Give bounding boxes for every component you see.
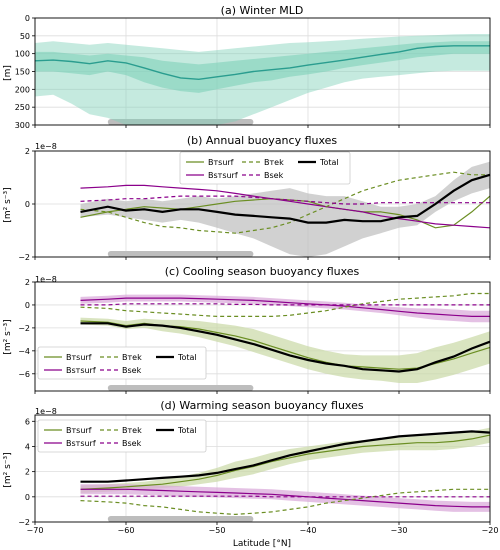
legend-label: Bᴛsurf — [66, 426, 92, 435]
axes-frame — [34, 150, 491, 258]
x-tick-label: −60 — [118, 526, 135, 535]
legend-label: Bᴛsurf — [208, 158, 234, 167]
panel-c-cooling-fluxes: −6 −4 −2 0 2 — [18, 278, 491, 394]
legend-label: Bᴛsurf — [66, 353, 92, 362]
legend-label: Bᴛek — [122, 426, 142, 435]
panel-b-ylabel: [m² s⁻³] — [3, 187, 13, 222]
y-tick-label: 200 — [15, 85, 30, 94]
mld-band — [35, 41, 490, 93]
y-tick-label: −2 — [18, 253, 30, 262]
series-line — [80, 195, 490, 205]
purple-band — [80, 294, 490, 323]
panel-b-annual-fluxes: −2 0 2 — [18, 147, 491, 262]
y-tick-label: −2 — [18, 518, 30, 527]
y-tick-label: 0 — [25, 14, 30, 23]
x-axis-ticks: −70 −60 −50 −40 −30 −20 — [27, 526, 499, 535]
season-bar — [107, 119, 254, 125]
panel-d-warming-fluxes: −2 0 2 4 6 — [18, 414, 491, 527]
season-bar — [107, 385, 254, 391]
legend-label: Bsek — [122, 439, 142, 448]
panel-c-title: (c) Cooling season buoyancy fluxes — [165, 265, 360, 278]
series-line — [80, 430, 491, 483]
total-band — [80, 161, 490, 257]
series-line — [80, 488, 490, 516]
y-tick-label: 2 — [25, 278, 30, 287]
panel-c-scale-label: 1e−8 — [35, 275, 57, 284]
x-tick-label: −30 — [391, 526, 408, 535]
x-tick-label: −20 — [482, 526, 499, 535]
series-line — [80, 434, 491, 490]
y-tick-label: −2 — [18, 324, 30, 333]
legend-label: Bᴛek — [122, 353, 142, 362]
panel-a-title: (a) Winter MLD — [221, 4, 304, 17]
series-line — [80, 171, 490, 234]
axes-frame — [34, 17, 491, 126]
y-tick-label: 6 — [25, 417, 30, 426]
legend-label: Bsᴛsurf — [208, 171, 238, 180]
panel-c-ylabel: [m² s⁻³] — [3, 319, 13, 354]
y-tick-label: 250 — [15, 103, 30, 112]
y-tick-label: −6 — [18, 370, 30, 379]
legend-panel-d: Bᴛsurf Bsᴛsurf Bᴛek Bsek Total — [37, 419, 207, 453]
panel-d-title: (d) Warming season buoyancy fluxes — [160, 399, 363, 412]
legend-panel-c: Bᴛsurf Bsᴛsurf Bᴛek Bsek Total — [37, 346, 207, 380]
panel-d-ylabel: [m² s⁻³] — [3, 452, 13, 487]
legend-label: Bsek — [122, 366, 142, 375]
legend-label: Total — [177, 353, 197, 362]
series-line — [80, 184, 491, 229]
purple-band — [80, 484, 490, 512]
x-tick-label: −40 — [300, 526, 317, 535]
legend-label: Bsᴛsurf — [66, 366, 96, 375]
y-tick-label: 2 — [25, 468, 30, 477]
season-bar — [107, 516, 254, 522]
x-tick-label: −50 — [209, 526, 226, 535]
season-bar — [107, 251, 254, 257]
axes-frame — [34, 414, 491, 523]
series-line — [80, 488, 490, 508]
panel-d-scale-label: 1e−8 — [35, 407, 57, 416]
y-tick-label: 0 — [25, 200, 30, 209]
x-axis-label: Latitude [°N] — [233, 539, 291, 549]
legend-label: Bsek — [264, 171, 284, 180]
y-tick-label: 150 — [15, 68, 30, 77]
x-tick-label: −70 — [27, 526, 44, 535]
panel-a-ylabel: [m] — [3, 65, 13, 81]
y-tick-label: 50 — [20, 32, 30, 41]
panel-b-scale-label: 1e−8 — [35, 142, 57, 151]
legend-label: Bᴛek — [264, 158, 284, 167]
legend-panel-b: Bᴛsurf Bsᴛsurf Bᴛek Bsek Total — [179, 151, 351, 185]
legend-label: Bsᴛsurf — [66, 439, 96, 448]
series-line — [80, 173, 491, 224]
y-tick-label: 0 — [25, 301, 30, 310]
mld-line — [34, 45, 490, 81]
y-tick-label: 2 — [25, 147, 30, 156]
series-line — [80, 292, 490, 317]
y-tick-label: −4 — [18, 347, 30, 356]
y-tick-label: 4 — [25, 442, 30, 451]
y-tick-label: 0 — [25, 493, 30, 502]
panel-b-title: (b) Annual buoyancy fluxes — [187, 134, 338, 147]
legend-label: Total — [319, 158, 339, 167]
y-tick-label: 100 — [15, 50, 30, 59]
legend-label: Total — [177, 426, 197, 435]
y-tick-label: 300 — [15, 121, 30, 130]
series-line — [80, 297, 490, 317]
series-line — [80, 322, 491, 373]
panel-a-winter-mld: 0 50 100 150 200 250 300 — [15, 14, 491, 130]
axes-frame — [34, 281, 491, 392]
